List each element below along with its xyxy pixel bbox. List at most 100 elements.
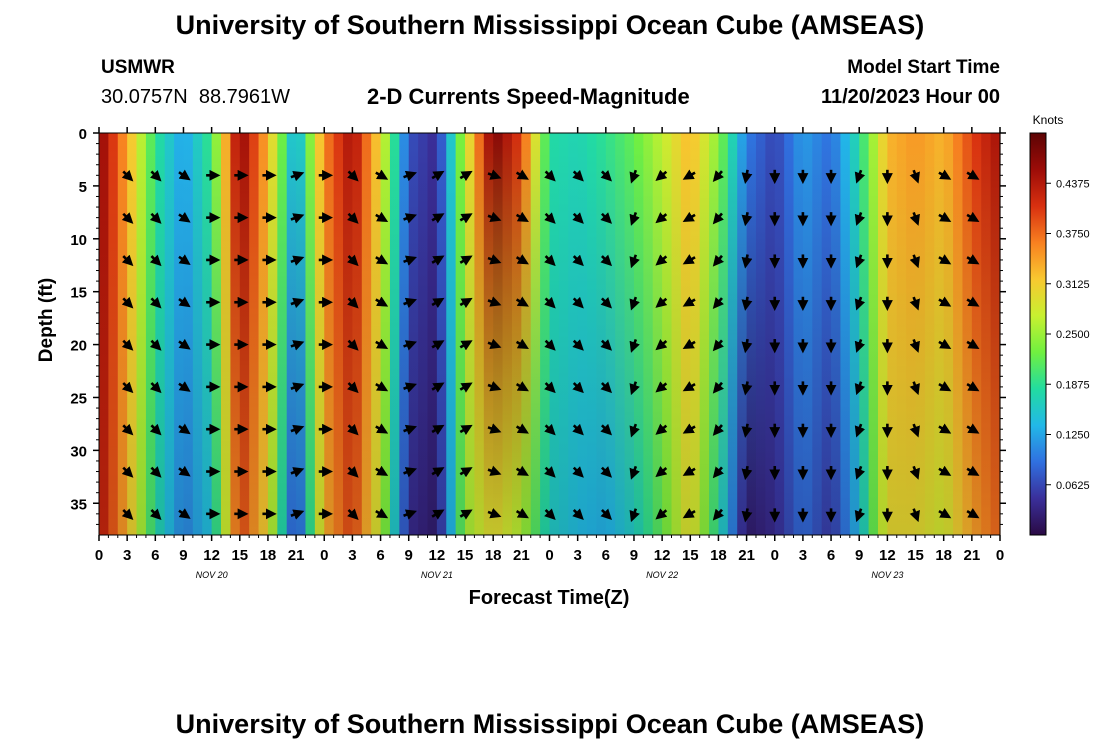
current-vector-arrow (459, 340, 473, 351)
current-vector-arrow (712, 424, 724, 436)
current-vector-arrow (909, 465, 920, 480)
current-vector-arrow (712, 508, 724, 521)
x-tick-label: 18 (710, 547, 727, 564)
current-vector-arrow (515, 169, 529, 180)
current-vector-arrow (629, 296, 640, 311)
current-vector-arrow (600, 212, 613, 224)
date-label: NOV 20 (196, 570, 228, 580)
colorbar-tick-label: 0.4375 (1056, 178, 1090, 190)
current-vector-arrow (178, 211, 191, 223)
current-vector-arrow (572, 381, 584, 394)
current-vector-arrow (600, 423, 613, 436)
current-vector-arrow (854, 381, 866, 396)
current-vector-arrow (178, 296, 191, 308)
current-vector-arrow (966, 338, 980, 349)
current-vector-arrow (403, 467, 417, 478)
current-vector-arrow (459, 424, 473, 436)
current-vector-arrow (938, 338, 952, 349)
colorbar-tick-label: 0.2500 (1056, 329, 1090, 341)
current-vector-arrow (347, 212, 359, 224)
current-vector-arrow (966, 254, 980, 265)
current-vector-arrow (938, 508, 952, 519)
x-tick-label: 3 (573, 547, 581, 564)
current-vector-arrow (149, 212, 162, 224)
x-tick-label: 9 (179, 547, 187, 564)
current-vector-arrow (178, 465, 191, 477)
current-vector-arrow (290, 255, 305, 266)
current-vector-arrow (966, 381, 980, 392)
current-vector-arrow (375, 169, 389, 180)
current-vector-arrow (515, 211, 529, 223)
current-vector-arrow (149, 508, 162, 521)
current-vector-arrow (909, 169, 920, 184)
current-vector-arrow (909, 381, 920, 396)
x-tick-label: 6 (827, 547, 835, 564)
current-vector-arrow (487, 507, 502, 519)
current-vector-arrow (682, 423, 696, 434)
current-vector-arrow (655, 508, 668, 520)
current-vector-arrow (431, 297, 445, 309)
current-vector-arrow (938, 423, 952, 434)
x-tick-label: 18 (260, 547, 277, 564)
current-vector-arrow (938, 211, 952, 223)
current-vector-arrow (966, 465, 980, 476)
current-vector-arrow (600, 169, 613, 182)
current-vector-arrow (149, 254, 162, 267)
colorbar-tick-label: 0.1875 (1056, 379, 1090, 391)
current-vector-arrow (487, 296, 502, 307)
current-vector-arrow (290, 340, 305, 351)
colorbar-ramp (1029, 132, 1047, 536)
current-vector-arrow (347, 508, 359, 521)
current-vector-arrow (178, 254, 191, 265)
current-vector-arrow (544, 339, 556, 351)
current-vector-arrow (347, 466, 359, 478)
current-vector-arrow (121, 212, 134, 224)
current-vector-arrow (966, 508, 980, 519)
current-vector-arrow (290, 424, 305, 436)
current-vector-arrow (544, 169, 556, 182)
current-vector-arrow (572, 466, 584, 478)
current-vector-arrow (403, 255, 417, 266)
station-coordinates: 30.0757N 88.7961W (101, 86, 291, 108)
current-vector-arrow (459, 509, 473, 520)
current-vector-arrow (121, 339, 134, 351)
current-vector-arrow (629, 381, 640, 396)
current-vector-arrow (741, 254, 753, 269)
x-tick-label: 0 (771, 547, 779, 564)
current-vector-arrow (515, 465, 529, 476)
current-vector-arrow (515, 423, 529, 434)
current-vector-arrow (459, 170, 473, 182)
current-vector-arrow (655, 339, 668, 351)
current-vector-arrow (149, 423, 162, 436)
current-vector-arrow (347, 423, 359, 436)
current-vector-arrow (629, 212, 640, 226)
model-start-value: 11/20/2023 Hour 00 (820, 86, 1000, 108)
current-vector-arrow (712, 254, 724, 267)
x-tick-label: 21 (288, 547, 305, 564)
depth-shading (99, 133, 1000, 535)
current-vector-arrow (741, 381, 753, 396)
current-vector-arrow (403, 170, 417, 182)
current-vector-arrow (121, 296, 134, 309)
current-vector-arrow (375, 296, 389, 307)
station-id: USMWR (101, 57, 175, 78)
current-vector-arrow (459, 467, 473, 478)
current-vector-arrow (938, 296, 952, 307)
current-vector-arrow (854, 423, 866, 438)
current-vector-arrow (572, 339, 584, 351)
y-tick-label: 15 (70, 285, 87, 302)
current-vector-arrow (149, 339, 162, 351)
x-tick-label: 15 (682, 547, 699, 564)
current-vector-arrow (966, 296, 980, 307)
colorbar-tick-label: 0.0625 (1056, 480, 1090, 492)
y-tick-label: 25 (70, 390, 87, 407)
current-vector-arrow (290, 170, 305, 182)
current-vector-arrow (966, 169, 980, 180)
x-tick-label: 21 (738, 547, 755, 564)
current-vector-arrow (347, 381, 359, 394)
current-vector-arrow (909, 423, 920, 438)
x-tick-label: 9 (405, 547, 413, 564)
current-vector-arrow (629, 508, 640, 523)
current-vector-arrow (966, 211, 980, 223)
